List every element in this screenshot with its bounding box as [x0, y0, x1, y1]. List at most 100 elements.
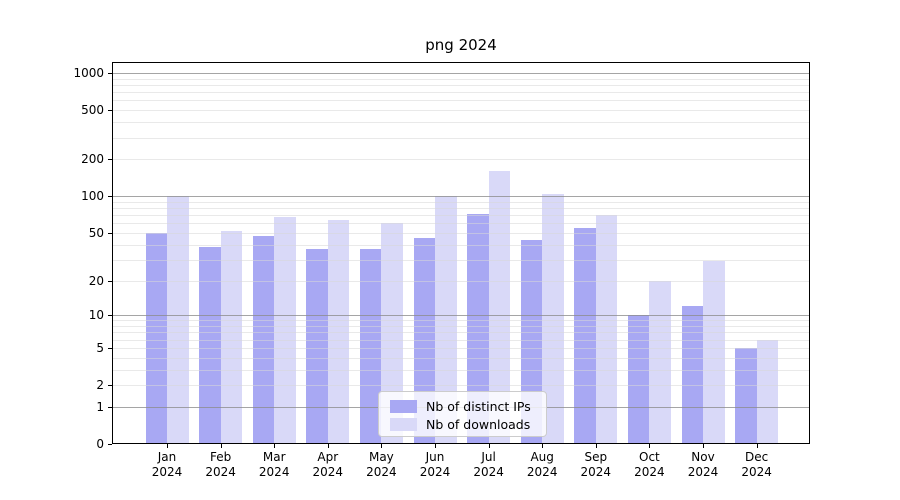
major-gridline-10 — [112, 315, 810, 317]
legend: Nb of distinct IPs Nb of downloads — [378, 391, 547, 437]
y-tick-label-2: 2 — [96, 378, 104, 392]
minor-gridline-700 — [112, 92, 810, 94]
minor-gridline-40 — [112, 244, 810, 246]
minor-gridline-300 — [112, 137, 810, 139]
x-tick-mark-dec — [756, 444, 758, 448]
minor-gridline-200 — [112, 159, 810, 161]
y-tick-mark-1000 — [108, 72, 112, 74]
minor-gridline-20 — [112, 280, 810, 282]
bar-downloads-aug — [542, 193, 564, 444]
minor-gridline-9 — [112, 320, 810, 322]
minor-gridline-3 — [112, 369, 810, 371]
minor-gridline-8 — [112, 326, 810, 327]
minor-gridline-80 — [112, 208, 810, 210]
bar-downloads-nov — [703, 261, 725, 444]
x-tick-label-jan: Jan 2024 — [151, 450, 183, 479]
x-tick-mark-mar — [274, 444, 276, 448]
bar-downloads-apr — [327, 219, 350, 444]
x-tick-label-jul: Jul 2024 — [473, 450, 504, 479]
legend-label-distinct-ips: Nb of distinct IPs — [426, 398, 531, 414]
x-tick-mark-oct — [649, 444, 651, 448]
chart-title: png 2024 — [425, 36, 497, 54]
x-tick-label-oct: Oct 2024 — [634, 450, 665, 479]
y-tick-label-1000: 1000 — [73, 65, 104, 80]
bar-distinct-ips-apr — [306, 248, 328, 444]
bar-distinct-ips-may — [359, 248, 382, 444]
x-tick-label-mar: Mar 2024 — [258, 450, 290, 479]
bar-downloads-jun — [435, 196, 457, 444]
bar-downloads-dec — [756, 339, 779, 444]
bar-downloads-sep — [595, 215, 618, 444]
y-tick-label-100: 100 — [81, 189, 104, 204]
y-tick-label-0: 0 — [96, 437, 104, 451]
y-tick-label-200: 200 — [81, 152, 104, 167]
legend-row-downloads: Nb of downloads — [390, 415, 538, 433]
minor-gridline-50 — [112, 232, 810, 234]
minor-gridline-90 — [112, 201, 810, 203]
y-tick-mark-50 — [108, 232, 112, 234]
minor-gridline-500 — [112, 110, 810, 112]
x-tick-mark-feb — [220, 444, 222, 448]
bar-distinct-ips-dec — [735, 347, 757, 444]
minor-gridline-70 — [112, 215, 810, 217]
x-tick-mark-sep — [595, 444, 597, 448]
x-tick-label-jun: Jun 2024 — [419, 450, 451, 479]
x-tick-label-sep: Sep 2024 — [580, 450, 612, 479]
y-tick-mark-1 — [108, 406, 112, 408]
bar-distinct-ips-feb — [199, 247, 221, 444]
bar-distinct-ips-sep — [574, 227, 596, 444]
bar-downloads-jan — [167, 196, 189, 444]
y-tick-mark-5 — [108, 347, 112, 349]
y-tick-label-50: 50 — [88, 225, 104, 240]
minor-gridline-400 — [112, 122, 810, 124]
y-tick-mark-0 — [108, 444, 112, 445]
major-gridline-100 — [112, 196, 810, 198]
y-tick-mark-2 — [108, 385, 112, 386]
minor-gridline-6 — [112, 339, 810, 341]
x-tick-label-dec: Dec 2024 — [741, 450, 772, 479]
bar-downloads-may — [381, 223, 403, 444]
x-tick-mark-apr — [327, 444, 329, 448]
x-tick-label-feb: Feb 2024 — [205, 450, 236, 479]
plot-frame — [112, 62, 810, 444]
bar-downloads-feb — [220, 230, 243, 444]
minor-gridline-5 — [112, 347, 810, 349]
minor-gridline-4 — [112, 357, 810, 359]
x-tick-mark-jan — [167, 444, 168, 448]
x-tick-mark-may — [381, 444, 383, 448]
legend-row-distinct-ips: Nb of distinct IPs — [390, 397, 538, 415]
bar-distinct-ips-nov — [681, 306, 703, 444]
minor-gridline-60 — [112, 223, 810, 225]
bar-distinct-ips-jul — [467, 214, 489, 444]
y-tick-label-20: 20 — [88, 273, 104, 288]
y-tick-mark-10 — [108, 315, 112, 317]
x-tick-mark-jul — [488, 444, 490, 448]
y-tick-label-500: 500 — [81, 103, 104, 118]
y-tick-label-10: 10 — [88, 308, 104, 323]
x-tick-label-apr: Apr 2024 — [312, 450, 344, 479]
legend-swatch-distinct-ips — [390, 399, 417, 413]
bar-downloads-jul — [488, 171, 511, 444]
y-tick-mark-200 — [108, 159, 112, 161]
bar-distinct-ips-oct — [627, 315, 650, 444]
minor-gridline-2 — [112, 385, 810, 386]
minor-gridline-800 — [112, 84, 810, 86]
bar-distinct-ips-jan — [145, 232, 167, 444]
y-tick-label-5: 5 — [96, 340, 104, 355]
minor-gridline-900 — [112, 78, 810, 80]
minor-gridline-600 — [112, 100, 810, 102]
x-tick-label-nov: Nov 2024 — [687, 450, 719, 479]
y-tick-mark-500 — [108, 110, 112, 112]
x-tick-mark-nov — [703, 444, 704, 448]
major-gridline-1000 — [112, 72, 810, 74]
legend-label-downloads: Nb of downloads — [426, 416, 531, 432]
y-tick-label-1: 1 — [96, 399, 104, 414]
minor-gridline-30 — [112, 259, 810, 261]
x-tick-mark-aug — [542, 444, 544, 448]
x-tick-label-may: May 2024 — [366, 450, 397, 479]
legend-swatch-downloads — [390, 417, 417, 431]
bar-downloads-mar — [274, 216, 296, 444]
y-tick-mark-20 — [108, 280, 112, 282]
